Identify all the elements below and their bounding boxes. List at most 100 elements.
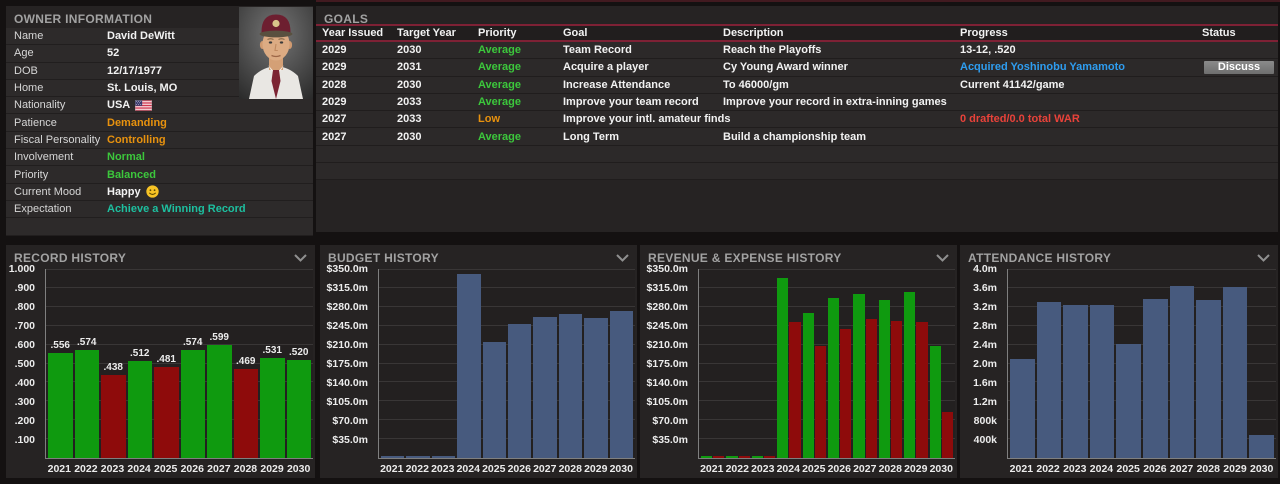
chevron-down-icon[interactable]	[294, 253, 307, 262]
bar-value-label: .531	[262, 344, 282, 356]
bar-group	[431, 269, 456, 458]
y-tick-label: .100	[14, 434, 35, 446]
bars-area: .556 .574 .438 .512 .481 .574 .599 .469 .531 .520	[46, 269, 313, 458]
bar	[814, 346, 827, 458]
x-tick-label: 2028	[1196, 463, 1220, 475]
goal-name: Increase Attendance	[563, 78, 671, 91]
goal-priority: Average	[478, 44, 522, 57]
bar-group	[777, 269, 801, 458]
bar	[533, 317, 557, 458]
revenue-expense-history-panel: REVENUE & EXPENSE HISTORY $350.0m $315.0m…	[640, 245, 957, 478]
y-tick-label: .800	[14, 301, 35, 313]
y-tick-label: 2.8m	[973, 320, 997, 332]
owner-info-row: DOB 12/17/1977	[6, 62, 313, 80]
chevron-down-icon[interactable]	[616, 253, 629, 262]
owner-info-row: Current Mood Happy	[6, 183, 313, 201]
chevron-down-icon[interactable]	[1257, 253, 1270, 262]
x-axis: 2021 2022 2023 2024 2025 2026 2027 2028 2029 2030	[1007, 461, 1276, 477]
grid-line	[379, 438, 635, 440]
y-tick-label: $105.0m	[646, 396, 688, 408]
bar	[1063, 305, 1088, 458]
goal-name: Acquire a player	[563, 61, 649, 74]
goal-row[interactable]: 2029 2033 Average Improve your team record I…	[316, 93, 1278, 112]
bar	[482, 342, 507, 458]
goal-year-issued: 2027	[322, 130, 347, 143]
bar-value-label: .469	[236, 356, 256, 368]
x-tick-label: 2027	[853, 463, 877, 475]
bar-group: .574	[180, 269, 205, 458]
y-tick-label: $175.0m	[326, 358, 368, 370]
bar	[609, 310, 634, 458]
goal-row[interactable]: 2027 2030 Average Long Term Build a champion…	[316, 128, 1278, 146]
y-tick-label: $350.0m	[646, 263, 688, 275]
grid-line	[46, 343, 313, 345]
bar	[74, 349, 99, 458]
owner-photo	[239, 7, 313, 99]
y-tick-label: $315.0m	[326, 282, 368, 294]
attendance-history-panel: ATTENDANCE HISTORY 4.0m 3.6m 3.2m 2.8m 2.4m 2…	[960, 245, 1278, 478]
bar	[916, 321, 928, 458]
y-tick-label: $245.0m	[646, 320, 688, 332]
goal-name: Improve your team record	[563, 96, 699, 109]
happy-face-icon	[145, 185, 159, 198]
bar-group	[751, 269, 776, 458]
goal-progress: Current 41142/game	[960, 78, 1065, 91]
y-tick-label: 4.0m	[973, 263, 997, 275]
owner-field-value: Normal	[107, 151, 145, 164]
owner-field-label: Nationality	[14, 99, 66, 112]
x-tick-label: 2027	[1169, 463, 1194, 475]
bar-value-label: .599	[209, 331, 229, 343]
x-tick-label: 2029	[1223, 463, 1247, 475]
chevron-down-icon[interactable]	[936, 253, 949, 262]
x-tick-label: 2022	[1036, 463, 1060, 475]
y-tick-label: $140.0m	[646, 377, 688, 389]
x-axis: 2021 2022 2023 2024 2025 2026 2027 2028 2029 2030	[698, 461, 955, 477]
goal-row[interactable]: 2029 2030 Average Team Record Reach the Play…	[316, 42, 1278, 60]
bar-group	[1196, 269, 1221, 458]
bar-group	[1249, 269, 1274, 458]
bar-group	[508, 269, 532, 458]
bar	[1116, 344, 1141, 458]
bar	[1196, 300, 1221, 458]
x-tick-label: 2024	[776, 463, 800, 475]
goal-priority: Average	[478, 96, 522, 109]
goal-row[interactable]: 2028 2030 Average Increase Attendance To 460…	[316, 76, 1278, 94]
bar	[233, 369, 258, 458]
bar	[207, 344, 232, 458]
column-header-year-issued: Year Issued	[322, 27, 384, 39]
bar	[853, 293, 865, 458]
column-header-description: Description	[723, 27, 784, 39]
goal-row[interactable]: 2027 2033 Low Improve your intl. amateur fi…	[316, 111, 1278, 129]
x-tick-label: 2026	[507, 463, 531, 475]
bar-group	[853, 269, 877, 458]
column-header-status: Status	[1202, 27, 1236, 39]
owner-field-label: Fiscal Personality	[14, 133, 101, 146]
bar	[260, 357, 285, 458]
x-tick-label: 2027	[533, 463, 557, 475]
y-axis: 1.000 .900 .800 .700 .600 .500 .400 .300 .200 .10…	[6, 263, 41, 459]
bar-group: .512	[127, 269, 152, 458]
y-tick-label: $350.0m	[326, 263, 368, 275]
discuss-button[interactable]: Discuss	[1204, 60, 1274, 74]
grid-line	[46, 438, 313, 440]
goal-row-empty	[316, 145, 1278, 164]
record-history-title: RECORD HISTORY	[14, 250, 127, 265]
grid-line	[699, 438, 955, 440]
owner-info-row-empty	[6, 218, 313, 236]
bar	[764, 456, 776, 458]
goal-progress: 13-12, .520	[960, 44, 1016, 57]
bar	[701, 456, 713, 458]
bar-group	[584, 269, 608, 458]
goal-year-issued: 2028	[322, 78, 347, 91]
bar	[828, 298, 840, 458]
bar-group	[878, 269, 903, 458]
revenue-expense-title: REVENUE & EXPENSE HISTORY	[648, 250, 842, 265]
y-tick-label: 2.0m	[973, 358, 997, 370]
chart-plot	[378, 269, 635, 459]
grid-line	[46, 269, 313, 270]
bar-value-label: .512	[130, 348, 150, 360]
grid-line	[699, 343, 955, 345]
bar-group: .481	[154, 269, 179, 458]
y-tick-label: .400	[14, 377, 35, 389]
goal-row[interactable]: 2029 2031 Average Acquire a player Cy Young …	[316, 59, 1278, 77]
